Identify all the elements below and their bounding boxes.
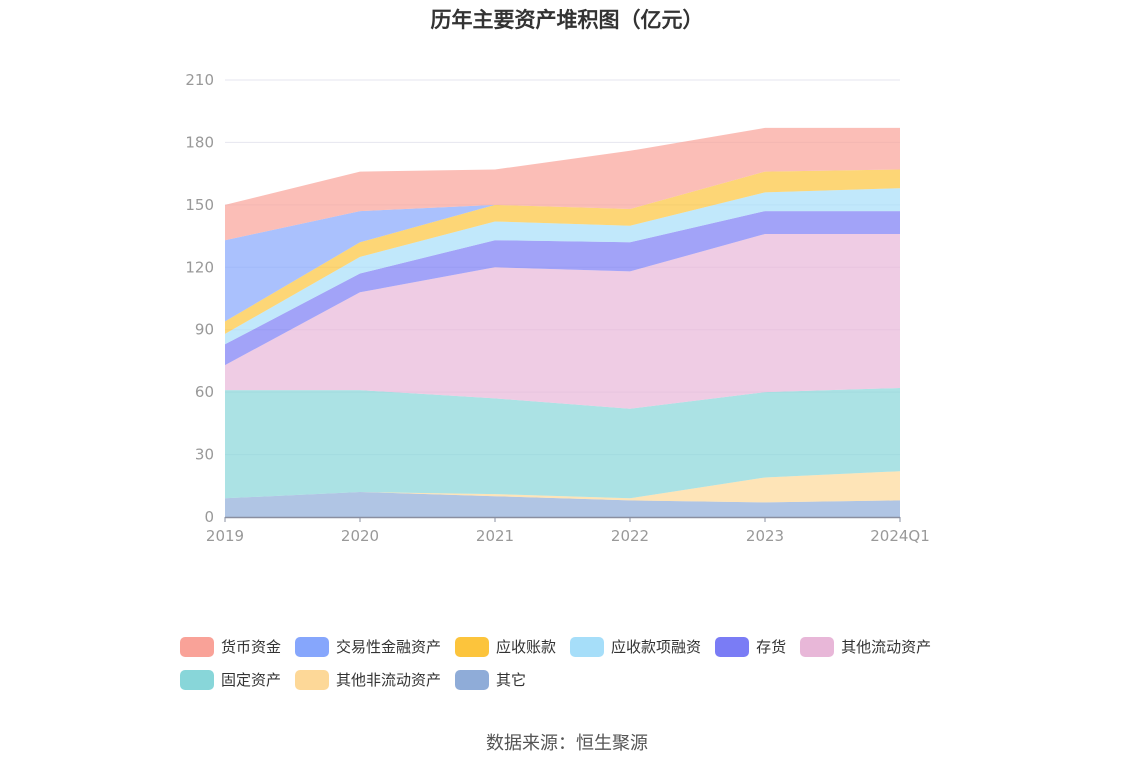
- y-tick-label: 120: [185, 258, 214, 276]
- y-tick-labels: 0 30 60 90 120 150 180 210: [185, 71, 214, 526]
- area-series-4: [225, 211, 900, 366]
- legend-label: 交易性金融资产: [336, 638, 442, 656]
- legend-swatch: [715, 636, 750, 657]
- legend-label: 其他流动资产: [841, 638, 932, 656]
- y-tick-label: 210: [185, 71, 214, 89]
- y-tick-label: 150: [185, 196, 214, 214]
- y-tick-label: 180: [185, 133, 214, 151]
- y-tick-label: 30: [195, 446, 214, 464]
- legend-item[interactable]: 其它: [455, 669, 526, 690]
- axes: [224, 516, 901, 522]
- area-series-2: [225, 388, 900, 499]
- legend-label: 货币资金: [221, 638, 282, 656]
- legend-swatch: [455, 636, 490, 657]
- legend-label: 存货: [756, 638, 787, 656]
- area-series: [225, 127, 900, 517]
- area-series-3: [225, 234, 900, 409]
- legend-item[interactable]: 交易性金融资产: [295, 636, 441, 657]
- x-tick-label: 2019: [206, 527, 244, 545]
- legend-label: 应收账款: [496, 638, 557, 656]
- x-tick-label: 2023: [746, 527, 784, 545]
- legend-item[interactable]: 应收账款: [455, 636, 556, 657]
- area-series-0: [225, 492, 900, 517]
- area-series-5: [225, 188, 900, 345]
- legend-label: 其他非流动资产: [336, 671, 442, 689]
- legend-item[interactable]: 货币资金: [180, 636, 281, 657]
- legend-item[interactable]: 存货: [715, 636, 786, 657]
- legend-row-2: 固定资产 其他非流动资产 其它: [180, 663, 980, 696]
- legend-item[interactable]: 其他非流动资产: [295, 669, 441, 690]
- legend-swatch: [295, 636, 330, 657]
- area-series-1: [225, 471, 900, 503]
- x-tick-label: 2021: [476, 527, 514, 545]
- legend-label: 应收款项融资: [611, 638, 702, 656]
- legend-swatch: [180, 669, 214, 690]
- legend-item[interactable]: 应收款项融资: [570, 636, 701, 657]
- area-series-8: [225, 127, 900, 241]
- stacked-area-chart: 0 30 60 90 120 150 180 210 2019 2020 2021 2022 2023…: [185, 71, 930, 545]
- source-note: 数据来源：恒生聚源: [486, 733, 648, 754]
- legend-swatch: [180, 636, 214, 657]
- legend-label: 其它: [496, 671, 527, 689]
- x-tick-labels: 2019 2020 2021 2022 2023 2024Q1: [206, 527, 930, 545]
- x-tick-label: 2020: [341, 527, 379, 545]
- x-tick-label: 2022: [611, 527, 649, 545]
- legend-swatch: [800, 636, 835, 657]
- legend-item[interactable]: 固定资产: [180, 669, 281, 690]
- y-tick-label: 0: [204, 508, 214, 526]
- y-tick-label: 90: [195, 321, 214, 339]
- legend-swatch: [295, 669, 330, 690]
- legend-item[interactable]: 其他流动资产: [800, 636, 931, 657]
- y-tick-label: 60: [195, 383, 214, 401]
- chart-title: 历年主要资产堆积图（亿元）: [430, 8, 704, 32]
- legend: 货币资金 交易性金融资产 应收账款 应收款项融资 存货 其他流动资产 固定资产 其他非流动资…: [180, 630, 980, 696]
- legend-label: 固定资产: [221, 671, 282, 689]
- x-tick-label: 2024Q1: [870, 527, 930, 545]
- legend-swatch: [455, 669, 490, 690]
- legend-swatch: [570, 636, 605, 657]
- area-series-6: [225, 169, 900, 334]
- legend-row-1: 货币资金 交易性金融资产 应收账款 应收款项融资 存货 其他流动资产: [180, 630, 980, 663]
